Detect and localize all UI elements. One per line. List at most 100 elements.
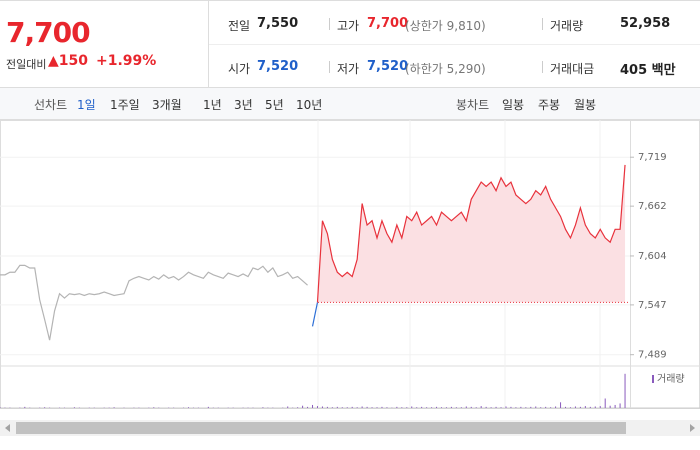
volume-bar: [584, 406, 586, 408]
volume-bar: [416, 407, 418, 408]
volume-bar: [465, 406, 467, 408]
volume-bar: [316, 406, 318, 408]
y-tick-label: 7,604: [638, 251, 667, 262]
volume-bar: [44, 407, 46, 408]
volume-bar: [530, 406, 532, 408]
volume-bar: [188, 407, 190, 408]
volume-bar: [470, 406, 472, 408]
volume-bar: [520, 406, 522, 408]
volume-bar: [366, 406, 368, 408]
volume-bar: [445, 407, 447, 408]
period-button[interactable]: 1주일: [110, 98, 140, 112]
summary-value: 7,700: [367, 16, 409, 31]
change-pct: +1.99%: [96, 53, 157, 69]
volume-bar: [401, 407, 403, 408]
period-button[interactable]: 1일: [77, 98, 96, 112]
volume-bar: [589, 406, 591, 408]
volume-bar: [515, 407, 517, 408]
volume-bar: [545, 406, 547, 408]
volume-bar: [421, 406, 423, 408]
volume-bar: [460, 407, 462, 408]
volume-bar: [376, 407, 378, 408]
summary-label: 전일: [228, 19, 251, 33]
volume-bar: [525, 407, 527, 408]
volume-bar: [361, 406, 363, 408]
summary-label: 시가: [228, 62, 251, 76]
volume-bar: [356, 407, 358, 408]
scroll-arrow: [690, 424, 695, 432]
summary-extra: (하한가 5,290): [405, 62, 486, 76]
volume-bar: [495, 406, 497, 408]
volume-bar: [614, 404, 616, 408]
change: ▲150: [48, 53, 89, 69]
period-button[interactable]: 3개월: [152, 98, 182, 112]
y-tick-label: 7,719: [638, 152, 667, 163]
y-tick-label: 7,547: [638, 300, 667, 311]
divider: [209, 44, 700, 45]
volume-bar: [153, 407, 155, 408]
volume-bar: [207, 406, 209, 408]
period-button[interactable]: 5년: [265, 98, 284, 112]
candle-button[interactable]: 월봉: [574, 98, 597, 112]
separator: [542, 18, 543, 30]
volume-bar: [599, 406, 601, 408]
volume-bar: [386, 407, 388, 408]
summary-value: 405 백만: [620, 63, 676, 78]
period-button[interactable]: 3년: [234, 98, 253, 112]
change-label: 전일대비: [6, 58, 47, 71]
summary-value: 7,550: [257, 16, 299, 31]
summary-label: 거래량: [550, 19, 584, 33]
volume-bar: [321, 406, 323, 408]
volume-bar: [307, 406, 309, 408]
volume-bar: [0, 407, 1, 408]
y-tick-label: 7,489: [638, 350, 667, 361]
volume-bar: [396, 406, 398, 408]
candle-button[interactable]: 주봉: [538, 98, 561, 112]
y-tick-label: 7,662: [638, 201, 667, 212]
volume-bar: [113, 407, 115, 408]
volume-bar: [624, 373, 626, 408]
volume-bar: [619, 403, 621, 408]
volume-bar: [431, 407, 433, 408]
volume-bar: [351, 406, 353, 408]
volume-bar: [485, 406, 487, 408]
volume-bar: [312, 404, 314, 408]
volume-bar: [540, 407, 542, 408]
volume-bar: [569, 407, 571, 408]
period-button[interactable]: 1년: [203, 98, 222, 112]
volume-bar: [555, 406, 557, 408]
volume-bar: [371, 407, 373, 408]
period-button[interactable]: 10년: [296, 98, 323, 112]
volume-bar: [287, 406, 289, 408]
volume-bar: [24, 406, 26, 408]
volume-bar: [574, 406, 576, 408]
volume-bar: [480, 406, 482, 408]
price-line: [0, 264, 308, 341]
volume-bar: [510, 406, 512, 408]
price: 7,700: [6, 16, 91, 49]
header: [0, 0, 700, 88]
volume-bar: [297, 407, 299, 408]
volume-bar: [579, 406, 581, 408]
separator: [542, 61, 543, 73]
volume-bar: [475, 407, 477, 408]
volume-bar: [455, 407, 457, 408]
volume-bar: [505, 406, 507, 408]
area: [317, 164, 626, 303]
volume-bar: [535, 406, 537, 408]
toolbar: [0, 88, 700, 120]
summary-label: 거래대금: [550, 62, 595, 76]
price-line: [316, 164, 626, 303]
separator: [329, 18, 330, 30]
volume-bar: [436, 406, 438, 408]
separator: [329, 61, 330, 73]
scrollbar-thumb: [16, 422, 626, 434]
summary-label: 고가: [337, 19, 360, 33]
candle-button[interactable]: 일봉: [502, 98, 525, 112]
volume-bar: [331, 407, 333, 408]
volume-bar: [565, 406, 567, 408]
summary-label: 저가: [337, 62, 360, 76]
volume-bar: [450, 406, 452, 408]
volume-bar: [73, 407, 75, 408]
